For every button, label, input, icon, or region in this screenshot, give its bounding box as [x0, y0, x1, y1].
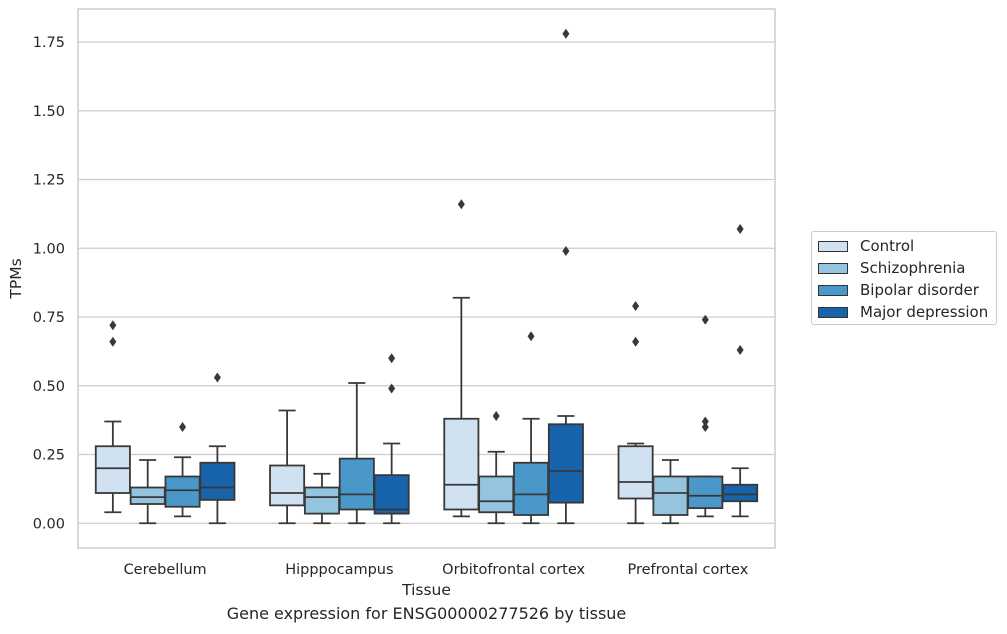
box-orbitofrontal-cortex-major-depression — [547, 28, 584, 525]
box-groups — [94, 28, 759, 525]
x-axis-title: Tissue — [401, 581, 451, 599]
outlier-point — [527, 331, 535, 342]
box-hipppocampus-bipolar-disorder — [338, 382, 375, 525]
box-iqr — [338, 457, 375, 511]
box-iqr — [513, 461, 550, 516]
box-prefrontal-cortex-schizophrenia — [652, 459, 689, 525]
outlier-point — [701, 416, 709, 427]
y-tick-label: 1.00 — [33, 241, 65, 257]
y-axis-title: TPMs — [7, 258, 25, 299]
box-prefrontal-cortex-control — [617, 301, 654, 525]
y-tick-label: 0.75 — [33, 310, 65, 326]
box-orbitofrontal-cortex-bipolar-disorder — [513, 331, 550, 525]
outlier-point — [213, 372, 221, 383]
box-prefrontal-cortex-major-depression — [722, 224, 759, 518]
outlier-point — [632, 301, 640, 311]
box-iqr — [652, 475, 689, 516]
legend-label-control: Control — [860, 237, 915, 255]
outlier-point — [109, 320, 117, 331]
box-prefrontal-cortex-bipolar-disorder — [687, 314, 724, 518]
outlier-point — [632, 336, 640, 347]
box-hipppocampus-major-depression — [373, 353, 410, 525]
outlier-point — [701, 314, 709, 325]
legend-swatch-bipolar-disorder — [818, 284, 848, 296]
y-tick-label: 0.50 — [33, 379, 65, 395]
box-iqr — [94, 445, 131, 494]
legend-label-major-depression: Major depression — [860, 303, 989, 321]
outlier-point — [701, 422, 709, 432]
outlier-point — [179, 422, 187, 432]
axes: 0.00 0.25 0.50 0.75 1.00 1.25 1.50 1.75 Cerebell… — [7, 8, 776, 599]
y-tick-label: 1.75 — [33, 35, 65, 51]
outlier-point — [736, 224, 744, 234]
y-tick-label: 1.25 — [33, 173, 65, 189]
outlier-point — [492, 411, 500, 421]
box-iqr — [687, 475, 724, 510]
box-hipppocampus-control — [269, 409, 306, 525]
box-iqr — [373, 474, 410, 515]
outlier-point — [457, 199, 465, 210]
box-iqr — [617, 445, 654, 500]
legend-swatch-major-depression — [818, 306, 848, 318]
box-iqr — [269, 464, 306, 507]
legend-label-schizophrenia: Schizophrenia — [860, 259, 966, 277]
legend-label-bipolar-disorder: Bipolar disorder — [860, 281, 979, 299]
x-tick-label-hipppocampus: Hipppocampus — [285, 562, 393, 578]
x-tick-label-orbitofrontal-cortex: Orbitofrontal cortex — [442, 562, 585, 578]
outlier-point — [109, 336, 117, 347]
figure-caption: Gene expression for ENSG00000277526 by t… — [226, 604, 627, 623]
box-cerebellum-control — [94, 320, 131, 514]
box-hipppocampus-schizophrenia — [303, 472, 340, 525]
box-iqr — [547, 423, 584, 504]
outlier-point — [388, 383, 396, 394]
box-iqr — [164, 475, 201, 508]
box-iqr — [443, 417, 480, 511]
legend-item-major-depression: Major depression — [818, 302, 988, 322]
box-iqr — [129, 486, 166, 505]
box-cerebellum-schizophrenia — [129, 459, 166, 525]
legend-item-bipolar-disorder: Bipolar disorder — [818, 280, 979, 300]
legend-item-schizophrenia: Schizophrenia — [818, 258, 965, 278]
plot-frame — [77, 8, 776, 549]
y-tick-label: 1.50 — [33, 104, 65, 120]
legend-swatch-control — [818, 240, 848, 252]
outlier-point — [562, 28, 570, 39]
legend: Control Schizophrenia Bipolar disorder M… — [811, 231, 997, 325]
y-tick-label: 0.00 — [33, 516, 65, 532]
x-tick-label-cerebellum: Cerebellum — [124, 562, 207, 578]
legend-swatch-schizophrenia — [818, 262, 848, 274]
box-cerebellum-major-depression — [199, 372, 236, 525]
outlier-point — [736, 345, 744, 355]
outlier-point — [388, 353, 396, 364]
box-iqr — [303, 486, 340, 515]
outlier-point — [562, 246, 570, 256]
box-iqr — [478, 475, 515, 514]
box-iqr — [199, 461, 236, 501]
y-grid-lines — [78, 41, 775, 524]
box-orbitofrontal-cortex-schizophrenia — [478, 411, 515, 525]
y-tick-label: 0.25 — [33, 448, 65, 464]
box-iqr — [722, 483, 759, 503]
box-cerebellum-bipolar-disorder — [164, 422, 201, 518]
legend-item-control: Control — [818, 236, 914, 256]
box-orbitofrontal-cortex-control — [443, 199, 480, 518]
x-tick-label-prefrontal-cortex: Prefrontal cortex — [627, 562, 748, 578]
